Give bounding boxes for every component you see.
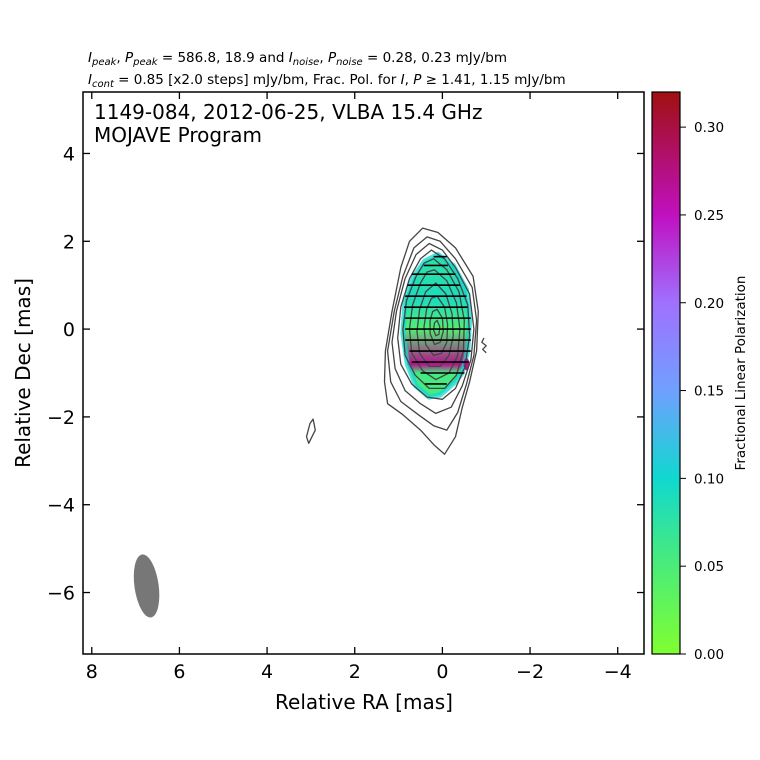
y-axis-label: Relative Dec [mas] <box>11 278 35 468</box>
colorbar-gradient <box>652 92 680 654</box>
y-tick-label: 2 <box>63 231 75 253</box>
x-tick-label: 6 <box>173 661 185 683</box>
header-line-2: Icont = 0.85 [x2.0 steps] mJy/bm, Frac. … <box>88 72 566 90</box>
y-tick-label: 0 <box>63 319 75 341</box>
colorbar-tick-label: 0.20 <box>694 296 724 312</box>
contour-line <box>481 337 487 354</box>
y-tick-label: −4 <box>47 495 75 517</box>
plot-title-line-1: 1149-084, 2012-06-25, VLBA 15.4 GHz <box>94 100 482 124</box>
y-tick-label: 4 <box>63 143 75 165</box>
axis-ticks: 8 6 4 2 0 −2 −4 4 2 0 −2 −4 −6 <box>47 92 644 683</box>
colorbar-tick-label: 0.15 <box>694 384 724 400</box>
colorbar-tick-label: 0.25 <box>694 208 724 224</box>
plot-title-line-2: MOJAVE Program <box>94 123 262 147</box>
header-line-1: Ipeak, Ppeak = 586.8, 18.9 and Inoise, P… <box>88 50 507 68</box>
contour-line <box>386 236 478 431</box>
y-tick-label: −2 <box>47 407 75 429</box>
x-axis-label: Relative RA [mas] <box>275 690 453 714</box>
contour-line <box>391 242 475 415</box>
contour-line <box>432 319 441 337</box>
colorbar-tick-label: 0.00 <box>694 647 724 663</box>
colorbar: 0.00 0.05 0.10 0.15 0.20 0.25 0.30 Fractional … <box>651 91 749 663</box>
x-tick-label: 2 <box>349 661 361 683</box>
colorbar-tick-label: 0.30 <box>694 120 724 136</box>
colorbar-label: Fractional Linear Polarization <box>733 276 749 471</box>
x-tick-label: 8 <box>86 661 98 683</box>
x-tick-label: −2 <box>516 661 544 683</box>
beam-ellipse <box>133 554 160 618</box>
plot-content <box>133 227 487 618</box>
contour-line <box>383 227 479 455</box>
x-tick-label: 4 <box>261 661 273 683</box>
plot-frame <box>82 91 645 655</box>
colorbar-ticks: 0.00 0.05 0.10 0.15 0.20 0.25 0.30 <box>680 120 724 663</box>
colorbar-frame <box>651 91 681 655</box>
x-tick-label: 0 <box>436 661 448 683</box>
x-tick-label: −4 <box>604 661 632 683</box>
y-tick-label: −6 <box>47 583 75 605</box>
contour-line <box>305 418 316 444</box>
colorbar-tick-label: 0.10 <box>694 471 724 487</box>
plot-background <box>83 92 644 654</box>
contour-line <box>397 249 471 400</box>
plot-area: 8 6 4 2 0 −2 −4 4 2 0 −2 −4 −6 1149-084, 2012-06-25,… <box>47 91 645 683</box>
colorbar-tick-label: 0.05 <box>694 559 724 575</box>
contour-line <box>429 308 444 346</box>
